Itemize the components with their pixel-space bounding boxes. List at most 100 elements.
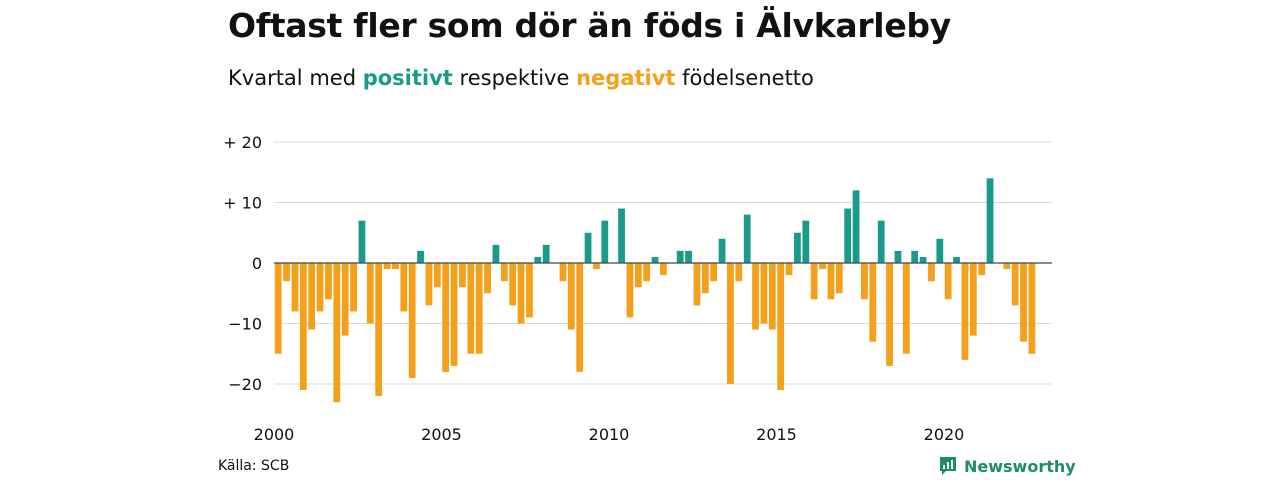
bar bbox=[593, 263, 600, 270]
bar bbox=[392, 263, 399, 270]
brand-logo[interactable]: Newsworthy bbox=[938, 456, 1076, 476]
x-tick-label: 2000 bbox=[254, 425, 295, 444]
bar bbox=[626, 263, 634, 318]
bar bbox=[727, 263, 734, 384]
bar bbox=[944, 263, 952, 300]
bar bbox=[752, 263, 759, 330]
bar bbox=[459, 263, 466, 288]
bar bbox=[509, 263, 517, 306]
bar bbox=[333, 263, 341, 403]
bar bbox=[928, 263, 935, 282]
bar bbox=[986, 178, 994, 263]
bar bbox=[325, 263, 332, 300]
bar bbox=[718, 238, 726, 263]
bar bbox=[467, 263, 475, 354]
bar bbox=[291, 263, 299, 312]
bar bbox=[760, 263, 768, 324]
bar bbox=[375, 263, 383, 397]
bar bbox=[676, 250, 684, 263]
brand-name: Newsworthy bbox=[964, 456, 1076, 476]
bar bbox=[936, 238, 944, 263]
bar bbox=[517, 263, 525, 324]
bar bbox=[601, 220, 609, 263]
bar bbox=[886, 263, 893, 366]
bar bbox=[366, 263, 374, 324]
bar bbox=[827, 263, 835, 300]
bar bbox=[861, 263, 868, 300]
bar bbox=[785, 263, 793, 276]
chart-subtitle: Kvartal med positivt respektive negativt… bbox=[228, 66, 814, 90]
bar bbox=[961, 263, 969, 360]
bar bbox=[651, 256, 659, 263]
bar bbox=[442, 263, 450, 372]
bar bbox=[844, 208, 852, 263]
bar bbox=[283, 263, 290, 282]
bar bbox=[869, 263, 877, 342]
y-tick-label: −10 bbox=[228, 315, 262, 334]
y-tick-label: −20 bbox=[228, 375, 262, 394]
bar bbox=[735, 263, 743, 282]
subtitle-prefix: Kvartal med bbox=[228, 66, 357, 90]
subtitle-negative: negativt bbox=[576, 66, 676, 90]
bar bbox=[584, 232, 592, 263]
y-tick-label: + 10 bbox=[223, 194, 262, 213]
x-tick-label: 2020 bbox=[924, 425, 965, 444]
bar bbox=[819, 263, 826, 270]
bar bbox=[953, 256, 960, 263]
bar bbox=[425, 263, 433, 306]
bar bbox=[685, 250, 692, 263]
bar bbox=[618, 208, 625, 263]
x-tick-label: 2015 bbox=[756, 425, 797, 444]
bar bbox=[768, 263, 776, 330]
bar bbox=[1028, 263, 1036, 354]
subtitle-positive: positivt bbox=[362, 66, 453, 90]
bar bbox=[701, 263, 709, 294]
bar bbox=[743, 214, 751, 263]
bar bbox=[341, 263, 349, 336]
bar bbox=[894, 250, 902, 263]
bar bbox=[810, 263, 818, 300]
bar bbox=[383, 263, 391, 270]
bar bbox=[350, 263, 357, 312]
bar bbox=[534, 256, 542, 263]
bar bbox=[835, 263, 843, 294]
bar bbox=[542, 244, 550, 263]
x-tick-label: 2010 bbox=[589, 425, 630, 444]
bar bbox=[308, 263, 316, 330]
bar bbox=[660, 263, 667, 276]
bar bbox=[299, 263, 307, 391]
bar bbox=[693, 263, 701, 306]
bar bbox=[643, 263, 651, 282]
bar bbox=[433, 263, 441, 288]
bar bbox=[710, 263, 718, 282]
bar bbox=[794, 232, 801, 263]
bar-chart-logo-icon bbox=[940, 457, 956, 475]
bar bbox=[316, 263, 324, 312]
bar bbox=[450, 263, 458, 366]
bar bbox=[559, 263, 567, 282]
bar bbox=[400, 263, 408, 312]
subtitle-middle: respektive bbox=[459, 66, 570, 90]
bar bbox=[877, 220, 885, 263]
bar bbox=[911, 250, 919, 263]
y-tick-label: + 20 bbox=[223, 133, 262, 152]
bar bbox=[802, 220, 810, 263]
bar bbox=[475, 263, 483, 354]
bar bbox=[408, 263, 416, 378]
source-note: Källa: SCB bbox=[218, 458, 290, 474]
bar bbox=[492, 244, 500, 263]
bar bbox=[484, 263, 491, 294]
bar bbox=[969, 263, 977, 336]
bar bbox=[902, 263, 910, 354]
bar bbox=[274, 263, 282, 354]
bar bbox=[567, 263, 575, 330]
bar bbox=[417, 250, 424, 263]
bar bbox=[919, 256, 927, 263]
bar bbox=[634, 263, 642, 288]
chart-title: Oftast fler som dör än föds i Älvkarleby bbox=[228, 6, 951, 45]
bar bbox=[777, 263, 785, 391]
bar bbox=[1003, 263, 1011, 270]
bar bbox=[576, 263, 584, 372]
bar bbox=[1011, 263, 1019, 306]
